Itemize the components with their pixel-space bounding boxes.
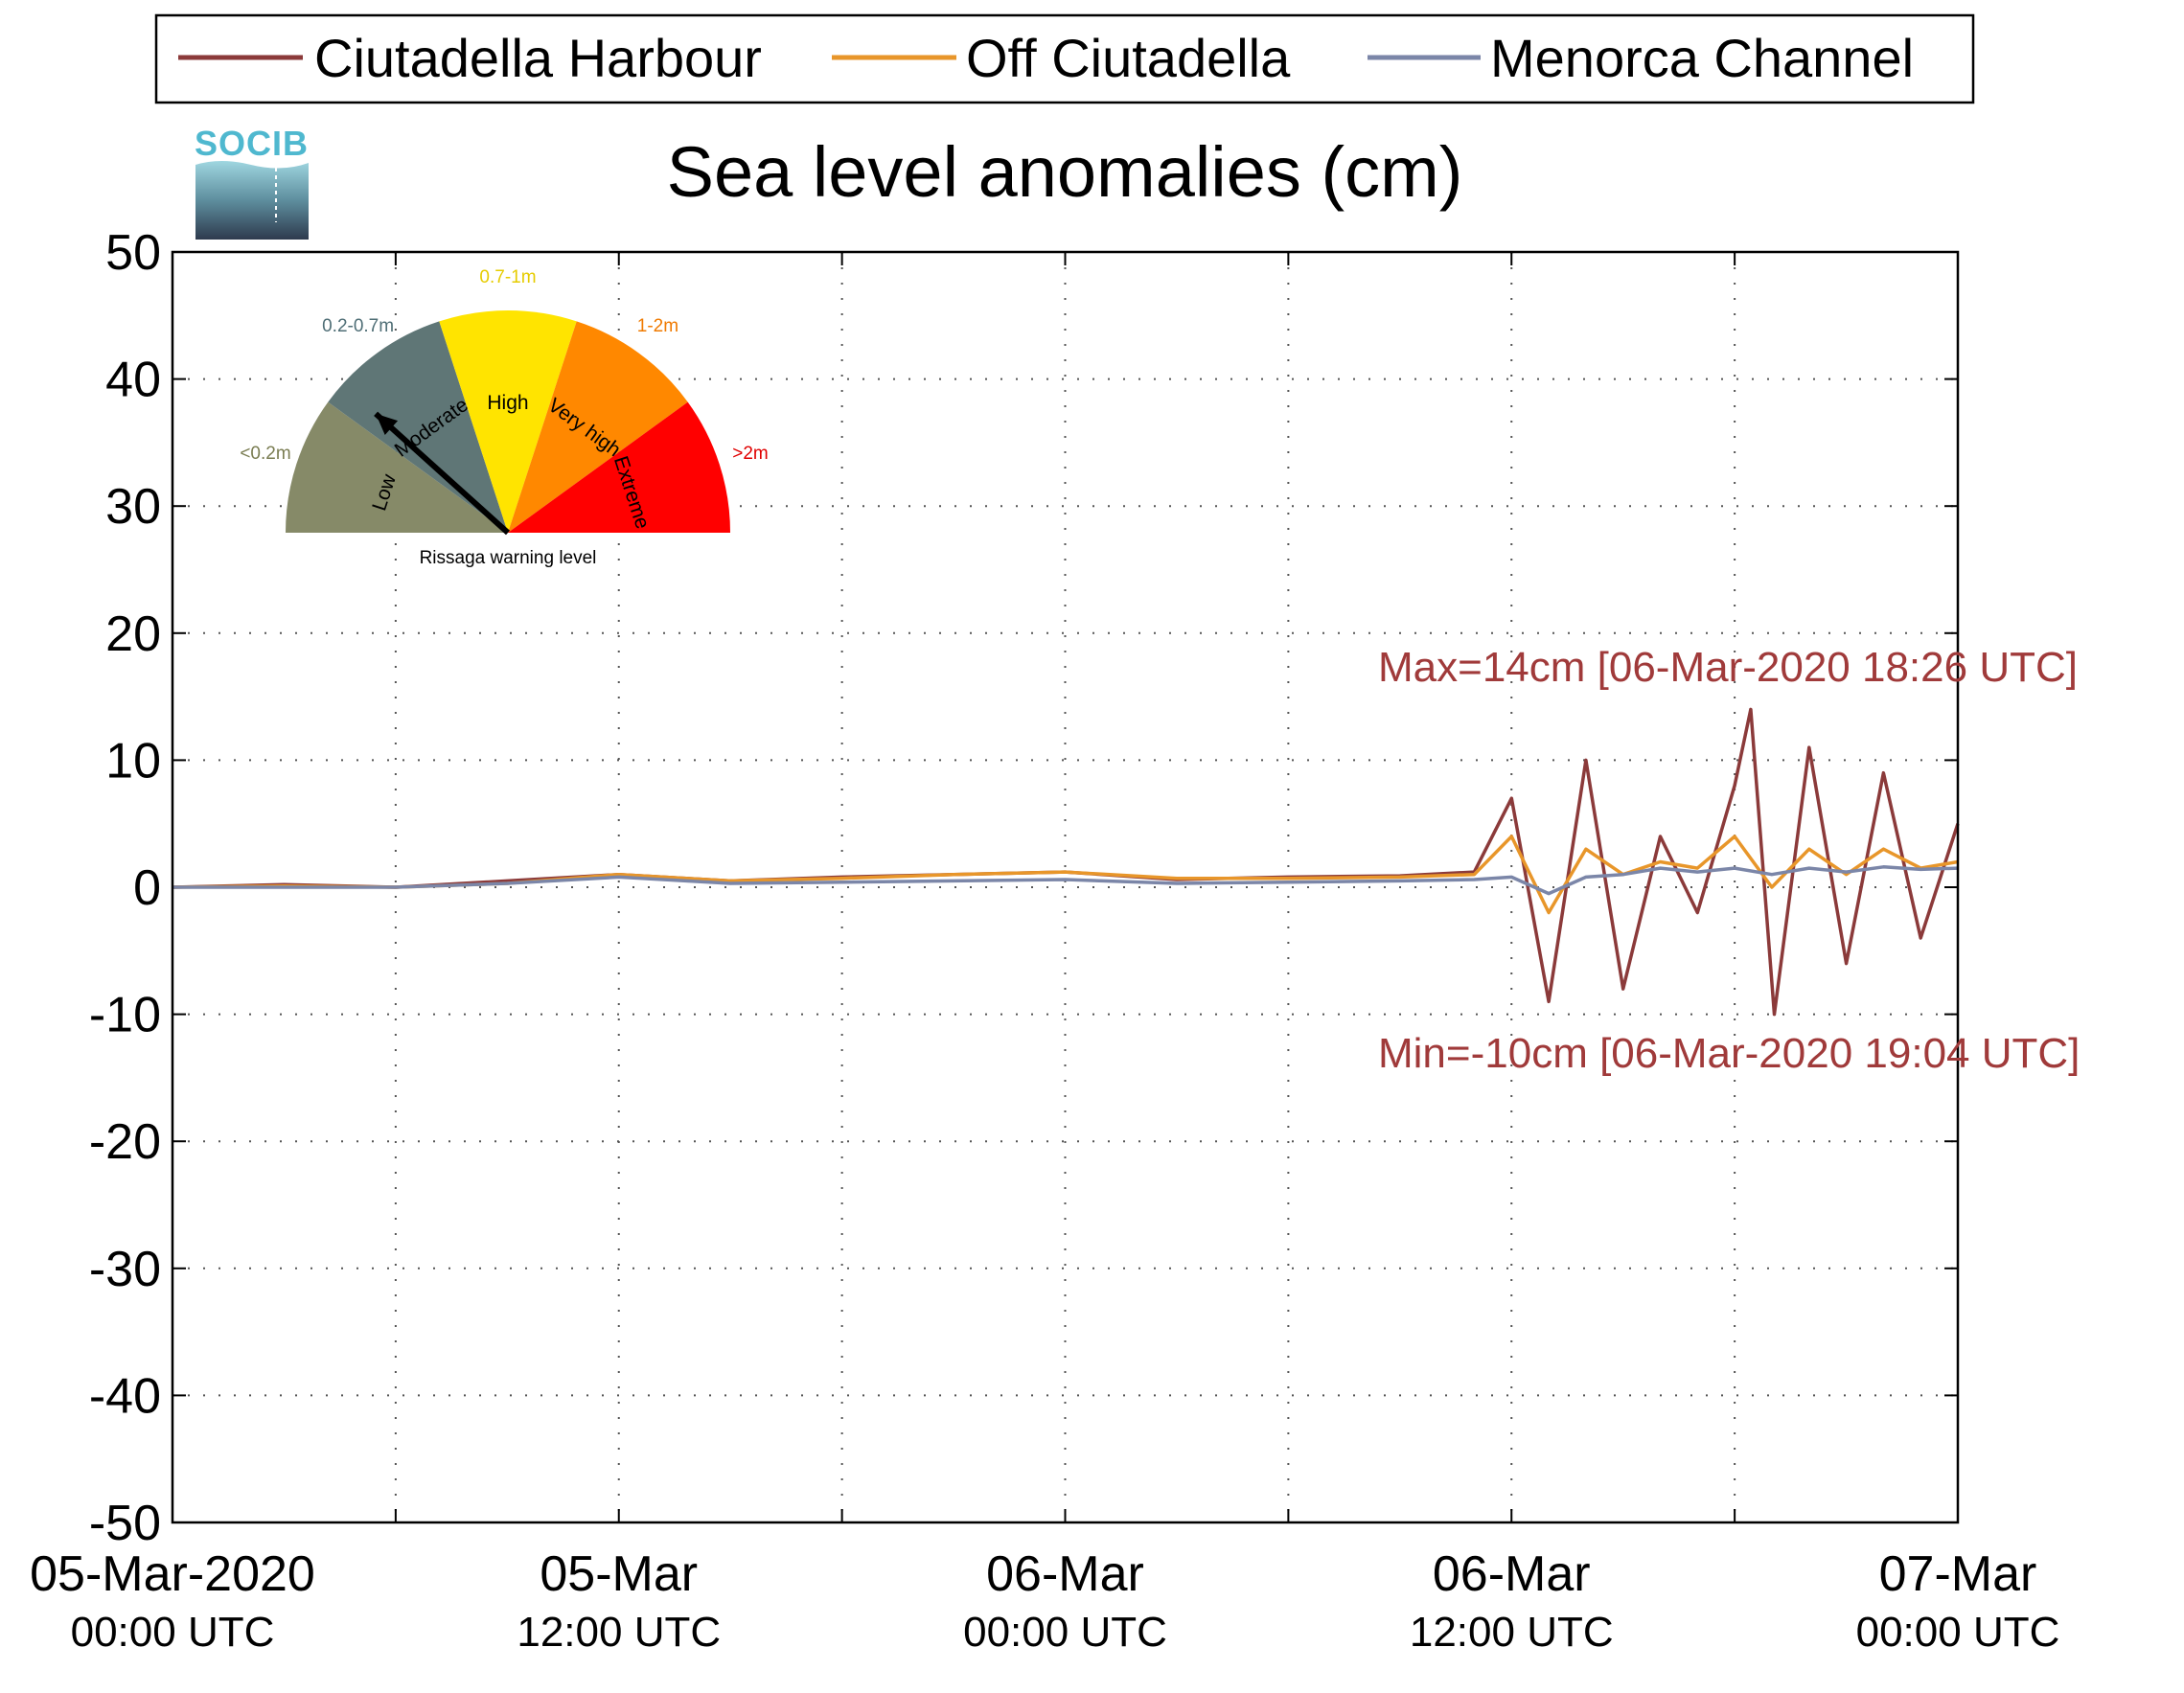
x-tick-label: 06-Mar xyxy=(986,1546,1144,1602)
gauge-title: Rissaga warning level xyxy=(420,548,597,568)
gauge-range-label: 0.7-1m xyxy=(479,267,536,287)
plot-frame xyxy=(171,250,1960,1524)
y-tick-label: 50 xyxy=(105,225,161,281)
x-tick-sublabel: 00:00 UTC xyxy=(71,1609,275,1656)
gauge-segment-moderate xyxy=(328,321,508,533)
logo-wave-shape xyxy=(195,161,309,240)
x-tick-sublabel: 00:00 UTC xyxy=(1856,1609,2060,1656)
y-tick-label: 40 xyxy=(105,353,161,408)
series-line-ciutadella-harbour xyxy=(172,707,1960,1017)
chart-title: Sea level anomalies (cm) xyxy=(667,132,1463,212)
x-tick-label: 05-Mar xyxy=(540,1546,698,1602)
grid xyxy=(172,251,1958,1523)
gauge-segment-low xyxy=(286,401,508,533)
x-tick-label: 07-Mar xyxy=(1879,1546,2037,1602)
legend-label-ciutadella-harbour: Ciutadella Harbour xyxy=(314,28,762,88)
x-tick-sublabel: 00:00 UTC xyxy=(963,1609,1167,1656)
gauge-needle xyxy=(374,411,511,536)
gauge-segment-very-high xyxy=(508,321,688,533)
x-tick-label: 05-Mar-2020 xyxy=(30,1546,315,1602)
y-tick-label: -40 xyxy=(89,1368,161,1424)
y-axis: 50 40 30 20 10 0 -10 -20 -30 -40 -50 xyxy=(89,225,161,1551)
y-tick-label: -10 xyxy=(89,988,161,1043)
series-line-menorca-channel xyxy=(172,865,1959,896)
socib-logo: SOCIB xyxy=(195,124,309,240)
gauge-category-label: High xyxy=(487,392,528,414)
x-axis: 05-Mar-2020 00:00 UTC 05-Mar 12:00 UTC 06-Ma… xyxy=(30,1546,2059,1656)
legend-box xyxy=(154,13,1975,104)
gauge-range-label: <0.2m xyxy=(240,444,290,464)
gauge-segment-extreme xyxy=(508,401,730,533)
gauge-needle-head xyxy=(376,413,399,435)
min-annotation: Min=-10cm [06-Mar-2020 19:04 UTC] xyxy=(1378,1030,2080,1077)
y-tick-label: 10 xyxy=(105,733,161,789)
x-tick-sublabel: 12:00 UTC xyxy=(517,1609,721,1656)
y-tick-label: -20 xyxy=(89,1114,161,1170)
series-line-off-ciutadella xyxy=(172,835,1959,915)
gauge-segment-high xyxy=(439,310,577,533)
series-group xyxy=(172,707,1960,1017)
y-tick-label: 0 xyxy=(133,860,161,916)
max-annotation: Max=14cm [06-Mar-2020 18:26 UTC] xyxy=(1378,644,2078,691)
logo-wordmark: SOCIB xyxy=(195,124,309,163)
legend: Ciutadella Harbour Off Ciutadella Menorc… xyxy=(154,13,1975,104)
y-tick-label: 20 xyxy=(105,606,161,662)
legend-label-menorca-channel: Menorca Channel xyxy=(1490,28,1914,88)
gauge-range-label: >2m xyxy=(732,444,769,464)
gauge-range-label: 0.2-0.7m xyxy=(322,316,394,336)
y-tick-label: -50 xyxy=(89,1496,161,1551)
x-tick-label: 06-Mar xyxy=(1433,1546,1591,1602)
y-tick-label: -30 xyxy=(89,1242,161,1297)
x-tick-sublabel: 12:00 UTC xyxy=(1410,1609,1614,1656)
legend-label-off-ciutadella: Off Ciutadella xyxy=(966,28,1291,88)
y-tick-label: 30 xyxy=(105,479,161,535)
gauge-range-label: 1-2m xyxy=(637,316,678,336)
